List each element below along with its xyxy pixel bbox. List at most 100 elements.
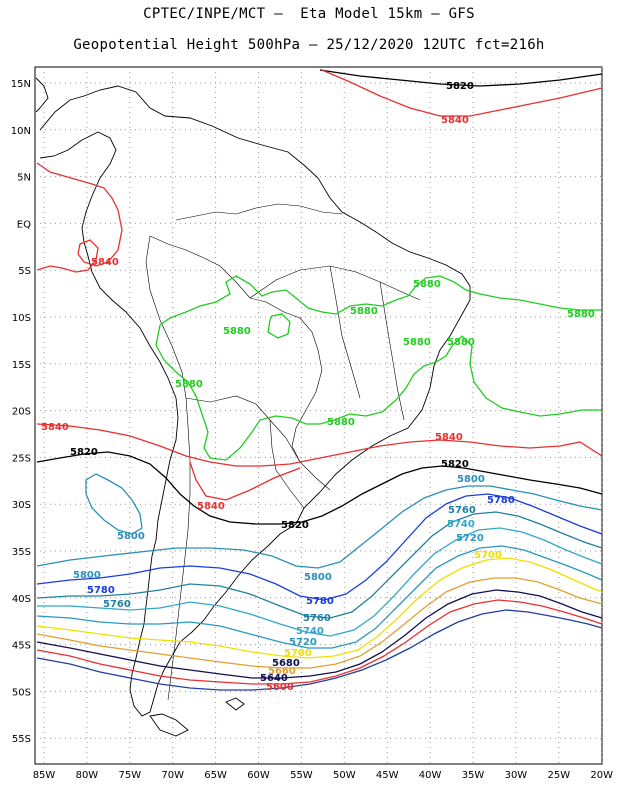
contour-5700 — [36, 557, 603, 659]
lat-tick-label: 55S — [12, 734, 31, 745]
lon-tick-label: 40W — [419, 770, 442, 781]
label-5820-atlantic: 5820 — [441, 459, 469, 470]
label-5880-southeast: 5880 — [327, 417, 355, 428]
lat-tick-label: 20S — [12, 407, 31, 418]
contour-5800 — [36, 485, 603, 569]
label-5840-argentina: 5840 — [197, 501, 225, 512]
contour-5820-middle — [36, 451, 603, 525]
label-5760-pacific: 5760 — [103, 599, 131, 610]
lat-tick-label: 10S — [12, 313, 31, 324]
label-5820-north: 5820 — [446, 81, 474, 92]
lon-tick-label: 25W — [547, 770, 570, 781]
contour-lines — [36, 69, 603, 691]
label-5840-north: 5840 — [441, 115, 469, 126]
lon-tick-label: 55W — [290, 770, 313, 781]
contour-5880-inner — [267, 313, 291, 339]
label-5880-amazon: 5880 — [223, 326, 251, 337]
label-5720-atlantic: 5720 — [456, 533, 484, 544]
contour-labels: 5820 5840 5840 5880 5880 5880 5880 5880 … — [41, 81, 595, 693]
label-5820-pacific: 5820 — [70, 447, 98, 458]
label-5800-pacific: 5800 — [73, 570, 101, 581]
lon-tick-label: 50W — [333, 770, 356, 781]
lon-tick-label: 75W — [118, 770, 141, 781]
label-5780-argentina: 5780 — [306, 596, 334, 607]
contour-5840-west — [36, 162, 123, 273]
lon-tick-label: 45W — [376, 770, 399, 781]
label-5800-argentina: 5800 — [304, 572, 332, 583]
country-borders — [145, 203, 421, 701]
lat-tick-label: 15S — [12, 360, 31, 371]
coastlines — [35, 77, 471, 737]
contour-5720 — [36, 545, 603, 649]
contour-5760 — [36, 511, 603, 619]
label-5700-atlantic: 5700 — [474, 550, 502, 561]
label-5880-bahia: 5880 — [403, 337, 431, 348]
label-5880-bolivia: 5880 — [175, 379, 203, 390]
contour-5680 — [36, 577, 603, 669]
contour-5780 — [36, 493, 603, 601]
contour-5840-bend — [189, 461, 301, 501]
contour-5880-amazon — [159, 275, 602, 326]
contour-5740 — [37, 527, 603, 637]
label-5800-loop: 5800 — [117, 531, 145, 542]
lon-tick-label: 65W — [204, 770, 227, 781]
label-5740-argentina: 5740 — [296, 626, 324, 637]
falkland-islands — [225, 697, 245, 711]
lon-tick-label: 70W — [161, 770, 184, 781]
lon-tick-label: 35W — [462, 770, 485, 781]
lon-tick-label: 85W — [33, 770, 56, 781]
label-5820-uruguay: 5820 — [281, 520, 309, 531]
label-5840-pacific: 5840 — [41, 422, 69, 433]
border-brazil-west — [149, 235, 331, 491]
lat-tick-label: 30S — [12, 500, 31, 511]
lon-tick-label: 80W — [76, 770, 99, 781]
map-title-line-1: CPTEC/INPE/MCT – Eta Model 15km – GFS — [143, 6, 475, 22]
border-bolivia-paraguay — [185, 395, 301, 463]
contour-5840-north — [321, 69, 603, 117]
label-5800-atlantic: 5800 — [457, 474, 485, 485]
border-argentina-uruguay — [269, 419, 305, 509]
label-5740-atlantic: 5740 — [447, 519, 475, 530]
label-5760-atlantic: 5760 — [448, 505, 476, 516]
label-5880-central: 5880 — [350, 306, 378, 317]
label-5660: 5660 — [268, 666, 296, 677]
border-andes — [145, 235, 191, 701]
label-5880-coast: 5880 — [447, 337, 475, 348]
lat-tick-label: 15N — [11, 79, 31, 90]
lat-tick-label: 25S — [12, 453, 31, 464]
lat-tick-label: 50S — [12, 687, 31, 698]
label-5880-east: 5880 — [567, 309, 595, 320]
label-5780-pacific: 5780 — [87, 585, 115, 596]
lon-tick-label: 60W — [247, 770, 270, 781]
label-5880-northeast: 5880 — [413, 279, 441, 290]
label-5680: 5680 — [272, 658, 300, 669]
tierra-del-fuego — [149, 713, 189, 737]
contour-5600 — [36, 609, 603, 691]
lat-tick-label: 10N — [11, 126, 31, 137]
contour-5640 — [36, 599, 603, 685]
contour-5660 — [36, 589, 603, 679]
lat-tick-label: 35S — [12, 547, 31, 558]
label-5720-argentina: 5720 — [289, 637, 317, 648]
lon-tick-label: 20W — [590, 770, 613, 781]
label-5760-argentina: 5760 — [303, 613, 331, 624]
axis-ticks: 15N 10N 5N EQ 5S 10S 15S 20S 25S 30S 35S 40S 45S 50S 5… — [11, 79, 613, 781]
contour-5820-north — [319, 69, 603, 87]
contour-5840-middle — [36, 423, 603, 467]
lat-tick-label: 45S — [12, 641, 31, 652]
lat-tick-label: 40S — [12, 594, 31, 605]
label-5600: 5600 — [266, 682, 294, 693]
central-america-coastline — [35, 77, 49, 113]
plot-frame — [34, 66, 603, 765]
lat-tick-label: EQ — [17, 219, 31, 230]
contour-5880-south-loop — [155, 324, 602, 461]
map-title-line-2: Geopotential Height 500hPa – 25/12/2020 … — [73, 37, 545, 53]
label-5840-ecuador: 5840 — [91, 257, 119, 268]
contour-5800-loop — [85, 473, 143, 535]
label-5780-atlantic: 5780 — [487, 495, 515, 506]
label-5840-atlantic: 5840 — [435, 432, 463, 443]
graticule-grid — [35, 67, 603, 764]
label-5700-argentina: 5700 — [284, 648, 312, 659]
lat-tick-label: 5N — [17, 173, 31, 184]
